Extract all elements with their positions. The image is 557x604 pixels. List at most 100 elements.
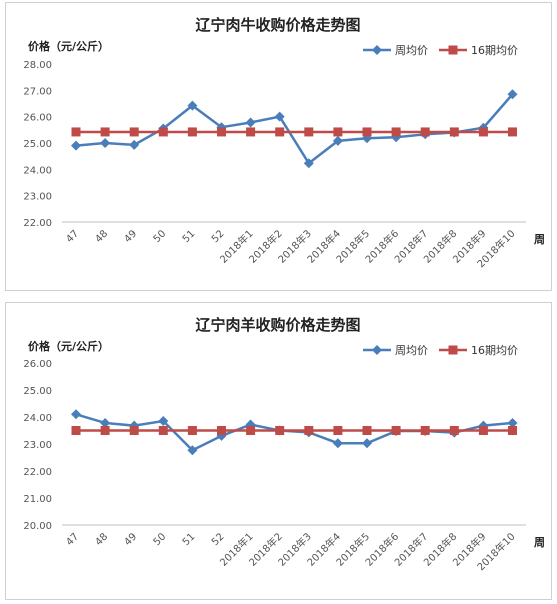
series-1-point — [71, 127, 81, 137]
series-1-point — [478, 127, 488, 137]
x-tick-label: 50 — [152, 531, 169, 548]
series-0-point — [71, 140, 81, 151]
legend-item-0: 周均价 — [363, 44, 428, 57]
series-0-point — [71, 409, 81, 420]
y-tick-label: 25.00 — [23, 139, 52, 150]
y-axis-label: 价格（元/公斤） — [28, 339, 109, 353]
x-tick-label: 47 — [64, 531, 81, 548]
series-1-point — [217, 426, 226, 435]
chart-title: 辽宁肉牛收购价格走势图 — [195, 16, 360, 34]
mutton-price-chart-panel: 辽宁肉羊收购价格走势图价格（元/公斤） 周 20.00 21.00 22.00 23.00… — [5, 302, 552, 600]
x-tick-label: 50 — [152, 228, 169, 245]
series-1-point — [420, 127, 430, 137]
x-tick-label: 51 — [181, 531, 198, 548]
series-0-point — [129, 420, 140, 431]
series-0-point — [332, 135, 343, 146]
series-1-point — [391, 127, 401, 137]
y-tick-label: 24.00 — [23, 413, 52, 424]
y-tick-label: 23.00 — [23, 192, 52, 203]
x-tick-label: 49 — [123, 531, 140, 548]
series-1-point — [100, 426, 110, 435]
series-1-point — [333, 127, 343, 137]
series-1-point — [508, 127, 517, 137]
series-1-point — [71, 426, 81, 435]
legend-marker — [448, 45, 458, 55]
series-0-line — [75, 413, 513, 452]
series-1-point — [420, 426, 430, 435]
series-0-point — [507, 417, 518, 428]
series-1-point — [246, 127, 256, 137]
series-1 — [71, 426, 517, 435]
series-1-point — [304, 426, 314, 435]
y-tick-label: 24.00 — [23, 165, 52, 176]
y-tick-label: 22.00 — [23, 467, 52, 478]
series-1-point — [508, 426, 517, 435]
series-0-point — [362, 438, 372, 449]
series-1-point — [333, 426, 343, 435]
series-0 — [71, 89, 518, 169]
series-0-point — [332, 438, 343, 449]
series-1-point — [217, 127, 226, 137]
series-0-point — [100, 138, 111, 148]
x-tick-label: 47 — [64, 228, 81, 245]
series-1-point — [129, 127, 139, 137]
series-1-point — [449, 127, 459, 137]
legend-marker — [448, 345, 458, 355]
series-0-point — [216, 430, 227, 441]
series-1-point — [449, 426, 459, 435]
x-axis-label: 周 — [534, 536, 545, 549]
series-1-point — [246, 426, 256, 435]
series-1-point — [362, 127, 372, 137]
series-0-point — [100, 417, 111, 428]
beef-price-chart-panel: 辽宁肉牛收购价格走势图价格（元/公斤） 周 22.00 23.00 24.00 25.00… — [5, 2, 552, 291]
legend-item-1: 16期均价 — [439, 344, 518, 357]
series-1-point — [158, 426, 168, 435]
series-0-point — [187, 100, 198, 111]
series-1-point — [158, 127, 168, 137]
y-axis-label: 价格（元/公斤） — [28, 39, 109, 53]
y-tick-label: 27.00 — [23, 86, 52, 97]
series-1-point — [187, 127, 197, 137]
legend-label: 周均价 — [395, 44, 428, 57]
series-1-point — [129, 426, 139, 435]
y-tick-label: 21.00 — [23, 494, 52, 505]
x-axis-label: 周 — [534, 233, 545, 246]
series-1-point — [391, 426, 401, 435]
series-0-point — [129, 139, 140, 150]
x-tick-label: 52 — [210, 228, 227, 245]
series-0-line — [75, 93, 514, 166]
legend-label: 周均价 — [395, 344, 428, 357]
y-tick-label: 20.00 — [23, 521, 52, 532]
series-0-point — [158, 416, 169, 427]
series-0-point — [507, 89, 518, 100]
y-tick-label: 26.00 — [23, 113, 52, 124]
x-tick-label: 48 — [93, 531, 110, 548]
x-tick-label: 48 — [93, 228, 110, 245]
series-1-point — [275, 127, 285, 137]
legend-label: 16期均价 — [471, 344, 518, 357]
series-0-point — [245, 117, 256, 128]
y-tick-label: 25.00 — [23, 386, 52, 397]
series-1-point — [304, 127, 314, 137]
y-tick-label: 26.00 — [23, 359, 52, 370]
legend-item-0: 周均价 — [363, 344, 428, 357]
y-tick-label: 22.00 — [23, 218, 52, 229]
x-tick-label: 49 — [123, 228, 140, 245]
series-1 — [71, 127, 517, 137]
series-0-point — [303, 158, 314, 169]
legend-item-1: 16期均价 — [439, 44, 518, 57]
series-0-point — [187, 445, 198, 456]
series-0-point — [274, 111, 285, 122]
series-1-point — [362, 426, 372, 435]
x-tick-label: 52 — [210, 531, 227, 548]
series-1-point — [275, 426, 285, 435]
series-1-point — [187, 426, 197, 435]
legend-marker — [372, 345, 382, 355]
y-tick-label: 23.00 — [23, 440, 52, 451]
chart-title: 辽宁肉羊收购价格走势图 — [195, 316, 360, 334]
x-tick-label: 51 — [181, 228, 198, 245]
series-0-point — [478, 420, 489, 431]
series-1-point — [478, 426, 488, 435]
